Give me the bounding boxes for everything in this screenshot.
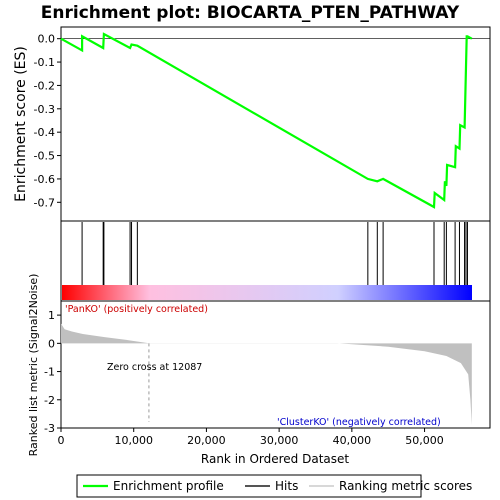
metric-y-ticks: 1 0 -1 -2 -3	[44, 309, 61, 435]
zero-cross-label: Zero cross at 12087	[107, 362, 202, 373]
x-tick-label: 30,000	[260, 434, 299, 447]
x-axis-ticks: 0 10,000 20,000 30,000 40,000 50,000	[58, 428, 444, 447]
es-y-tick-label: -0.7	[34, 196, 55, 209]
es-y-tick-label: -0.6	[34, 173, 55, 186]
hits-panel	[60, 220, 491, 302]
es-panel-frame	[60, 26, 491, 222]
x-tick-label: 50,000	[405, 434, 444, 447]
hit-markers	[81, 222, 468, 285]
pos-corr-label: 'PanKO' (positively correlated)	[65, 304, 208, 315]
neg-corr-label: 'ClusterKO' (negatively correlated)	[277, 417, 441, 428]
es-y-ticks: 0.0 -0.1 -0.2 -0.3 -0.4 -0.5 -0.6 -0.7	[34, 33, 61, 209]
metric-y-tick-label: -2	[44, 394, 55, 407]
legend-hits-label: Hits	[275, 479, 298, 493]
legend-metric-label: Ranking metric scores	[339, 479, 472, 493]
es-y-tick-label: -0.5	[34, 150, 55, 163]
legend-profile-label: Enrichment profile	[113, 479, 224, 493]
metric-y-tick-label: -3	[44, 422, 55, 435]
es-y-tick-label: -0.4	[34, 126, 55, 139]
metric-y-label: Ranked list metric (Signal2Noise)	[27, 274, 40, 457]
x-tick-label: 40,000	[333, 434, 372, 447]
metric-panel: 1 0 -1 -2 -3 'PanKO' (positively correlated)…	[27, 274, 491, 457]
x-axis-label: Rank in Ordered Dataset	[201, 452, 349, 466]
rank-color-bar	[62, 285, 472, 300]
x-tick-label: 0	[58, 434, 65, 447]
es-y-tick-label: -0.3	[34, 103, 55, 116]
x-tick-label: 20,000	[187, 434, 226, 447]
metric-panel-frame	[60, 300, 491, 429]
es-panel: 0.0 -0.1 -0.2 -0.3 -0.4 -0.5 -0.6 -0.7 Enrichme…	[13, 26, 491, 222]
legend: Enrichment profile Hits Ranking metric s…	[76, 474, 472, 498]
enrichment-profile-line	[60, 32, 473, 209]
es-y-tick-label: -0.1	[34, 56, 55, 69]
es-y-tick-label: 0.0	[38, 33, 56, 46]
x-tick-label: 10,000	[114, 434, 153, 447]
es-y-label: Enrichment score (ES)	[13, 46, 29, 202]
metric-y-tick-label: -1	[44, 366, 55, 379]
es-y-tick-label: -0.2	[34, 79, 55, 92]
chart-title: Enrichment plot: BIOCARTA_PTEN_PATHWAY	[41, 3, 460, 23]
metric-y-tick-label: 0	[48, 337, 55, 350]
metric-y-tick-label: 1	[48, 309, 55, 322]
